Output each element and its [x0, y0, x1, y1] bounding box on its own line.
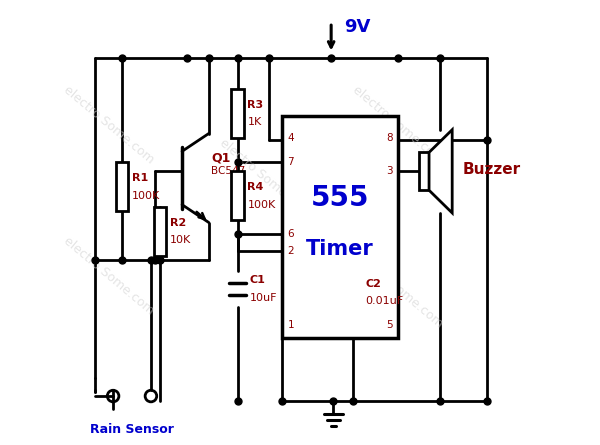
Text: 8: 8 [386, 133, 392, 143]
Text: 100K: 100K [132, 191, 160, 201]
Text: C2: C2 [365, 279, 381, 289]
Text: 10K: 10K [170, 235, 191, 245]
Text: 5: 5 [386, 320, 392, 330]
Text: 2: 2 [287, 247, 294, 256]
Text: 4: 4 [287, 133, 294, 143]
Text: Buzzer: Buzzer [463, 162, 521, 177]
Text: 1K: 1K [247, 117, 262, 127]
Text: 7: 7 [287, 158, 294, 167]
Text: electro Some.com: electro Some.com [61, 83, 157, 166]
Text: 0.01uF: 0.01uF [365, 296, 404, 307]
Text: electro Some.com: electro Some.com [350, 248, 446, 331]
Bar [232, 89, 244, 138]
Text: C1: C1 [250, 275, 266, 285]
Text: R3: R3 [247, 100, 263, 109]
Text: 10uF: 10uF [250, 293, 277, 303]
Text: R2: R2 [170, 218, 186, 227]
Text: Rain Sensor: Rain Sensor [90, 423, 174, 436]
Bar [282, 116, 398, 338]
Text: electro Some.com: electro Some.com [350, 83, 446, 166]
Text: R4: R4 [247, 182, 264, 192]
Text: Timer: Timer [306, 239, 374, 259]
Text: electro Some.com: electro Some.com [217, 137, 312, 219]
Bar [116, 162, 128, 211]
Polygon shape [429, 129, 452, 213]
Text: 555: 555 [311, 184, 370, 212]
Text: 9V: 9V [344, 18, 371, 36]
Text: BC547: BC547 [211, 166, 245, 176]
Text: Q1: Q1 [211, 151, 230, 165]
Text: 3: 3 [386, 166, 392, 176]
Text: R1: R1 [132, 173, 148, 183]
Text: 1: 1 [287, 320, 294, 330]
Text: 100K: 100K [247, 200, 276, 210]
Bar [419, 152, 429, 190]
Text: 6: 6 [287, 229, 294, 239]
Bar [232, 171, 244, 220]
Text: electro Some.com: electro Some.com [61, 235, 157, 317]
Bar [154, 207, 166, 256]
